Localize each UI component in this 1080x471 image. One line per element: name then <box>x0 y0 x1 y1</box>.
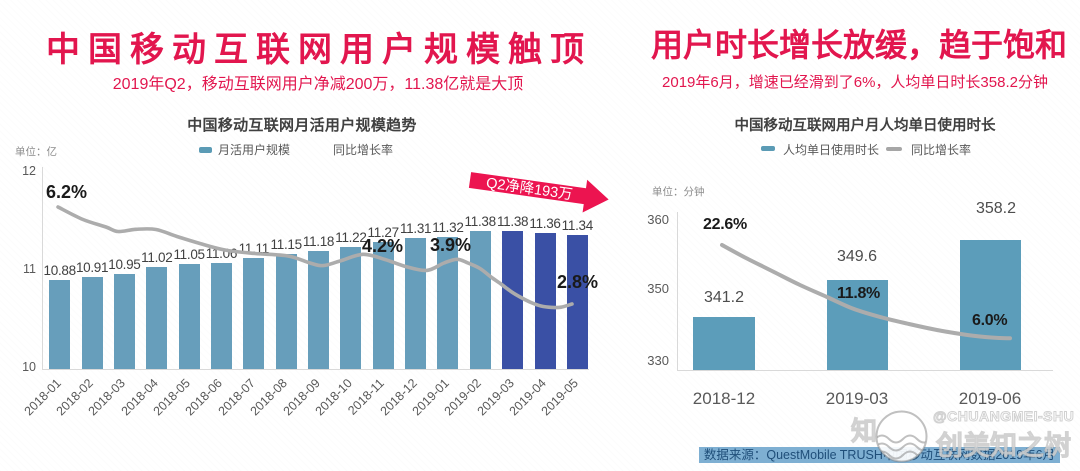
svg-text:Q2净降193万: Q2净降193万 <box>485 174 574 203</box>
